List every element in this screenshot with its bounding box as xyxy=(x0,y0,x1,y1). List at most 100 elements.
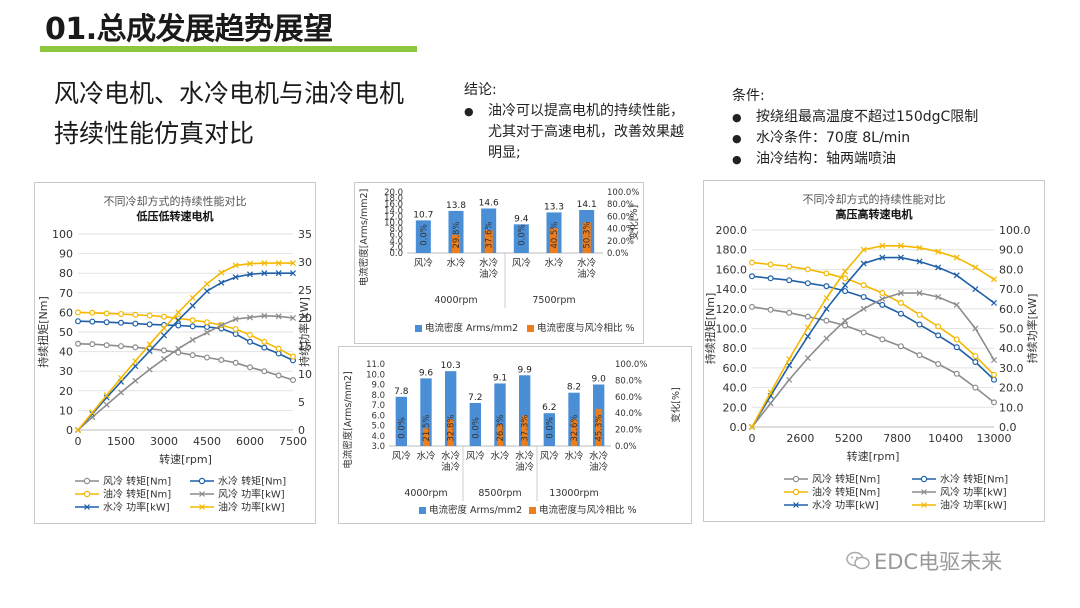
data-point xyxy=(804,324,811,331)
x-category-label: 水冷 xyxy=(577,257,597,269)
bar-value-label: 7.2 xyxy=(468,393,482,403)
x-tick-label: 10400 xyxy=(928,432,963,445)
data-point xyxy=(189,336,196,343)
bar-change-percent xyxy=(582,222,591,253)
bar-percent-label: 32.6% xyxy=(570,414,580,441)
data-point xyxy=(767,400,774,407)
y-tick-label: 90 xyxy=(59,248,73,261)
data-point xyxy=(289,270,297,277)
data-point xyxy=(132,358,139,365)
data-point xyxy=(261,270,268,277)
data-point xyxy=(804,333,811,340)
data-point xyxy=(261,344,268,351)
y2-tick-label: 30.0 xyxy=(999,362,1024,375)
series-line xyxy=(751,306,995,404)
legend-marker xyxy=(793,502,799,508)
y-tick-label: 3.0 xyxy=(371,442,385,452)
legend-label: 电流密度 Arms/mm2 xyxy=(425,322,518,334)
legend-marker xyxy=(199,504,205,510)
y2-tick-label: 0 xyxy=(298,424,305,437)
y-tick-label: 4.0 xyxy=(371,432,385,442)
y2-tick-label: 10.0 xyxy=(999,401,1024,414)
conditions-title: 条件: xyxy=(732,88,765,104)
bar-percent-label: 0.0% xyxy=(419,224,429,246)
data-point xyxy=(89,309,96,316)
y2-tick-label: 80.0% xyxy=(607,200,634,210)
y-tick-label: 0.0 xyxy=(389,249,403,259)
x-category-label: 水冷 xyxy=(490,450,510,462)
data-point xyxy=(935,248,942,255)
x-axis-label: 转速[rpm] xyxy=(159,452,212,466)
data-point xyxy=(804,280,811,287)
y-tick-label: 8.0 xyxy=(389,225,403,235)
low-speed-line-chart: 不同冷却方式的持续性能对比低压低转速电机01020304050607080901… xyxy=(36,194,312,514)
data-point xyxy=(953,336,960,343)
data-point xyxy=(916,352,923,359)
chart-title: 不同冷却方式的持续性能对比 xyxy=(104,194,247,208)
y-tick-label: 80.0 xyxy=(723,342,748,355)
data-point xyxy=(748,303,755,310)
y2-axis-label: 变化[%] xyxy=(670,387,682,422)
bar-value-label: 13.3 xyxy=(544,202,564,212)
data-point xyxy=(879,254,886,261)
data-point xyxy=(89,409,96,416)
data-point xyxy=(261,338,268,345)
bar-percent-label: 0.0% xyxy=(397,417,407,439)
y-tick-label: 70 xyxy=(59,287,73,300)
data-point xyxy=(89,341,96,348)
data-point xyxy=(132,320,139,327)
bar-value-label: 9.6 xyxy=(419,368,434,378)
conclusion-title: 结论: xyxy=(464,82,497,98)
bar-percent-label: 32.8% xyxy=(447,414,457,441)
x-category-label: 油冷 xyxy=(479,268,499,280)
y-tick-label: 11.0 xyxy=(366,360,385,370)
y2-axis-label: 变化[%] xyxy=(628,205,640,240)
series-line xyxy=(751,256,995,428)
bar-percent-label: 0.0% xyxy=(471,417,481,439)
data-point xyxy=(972,353,979,360)
y-tick-label: 0 xyxy=(66,424,73,437)
x-group-label: 7500rpm xyxy=(532,295,575,306)
data-point xyxy=(897,254,904,261)
data-point xyxy=(204,319,211,326)
title-underline xyxy=(40,46,417,52)
data-point xyxy=(175,317,182,324)
data-point xyxy=(218,279,225,286)
bar-change-percent xyxy=(595,408,602,446)
x-tick-label: 4500 xyxy=(193,435,221,448)
data-point xyxy=(74,309,81,316)
x-category-label: 风冷 xyxy=(466,450,486,462)
y-tick-label: 50 xyxy=(59,326,73,339)
legend-label: 油冷 功率[kW] xyxy=(940,499,1007,512)
chart-subtitle: 高压高转速电机 xyxy=(836,207,913,221)
data-point xyxy=(786,263,793,270)
high-speed-motor-chart-panel: 不同冷却方式的持续性能对比 高压高转速电机 0.0 20.0 40.0 60.0 80.0 1… xyxy=(703,180,1045,522)
y2-tick-label: 90.0 xyxy=(999,244,1024,257)
data-point xyxy=(218,357,225,364)
x-tick-label: 6000 xyxy=(236,435,264,448)
chart-subtitle: 低压低转速电机 xyxy=(136,209,214,223)
data-point xyxy=(786,277,793,284)
y-tick-label: 6.0 xyxy=(389,231,403,241)
data-point xyxy=(767,275,774,282)
y-tick-label: 40.0 xyxy=(723,382,748,395)
y2-tick-label: 80.0 xyxy=(999,263,1024,276)
data-point xyxy=(146,341,153,348)
x-group-label: 8500rpm xyxy=(478,488,521,499)
conditions-block: 条件: 按绕组最高温度不超过150dgC限制 水冷条件：70度 8L/min 油… xyxy=(732,86,1052,170)
data-point xyxy=(160,347,167,354)
series-line xyxy=(751,261,995,376)
data-point xyxy=(897,290,904,297)
bar-percent-label: 0.0% xyxy=(517,224,527,246)
data-point xyxy=(218,322,225,329)
data-point xyxy=(232,326,239,333)
data-point xyxy=(232,274,239,281)
data-point xyxy=(990,276,998,283)
current-density-chart-13000-panel: 3.0 4.0 5.0 6.0 7.0 8.0 9.0 10.0 11.0 0.0% 20.0% 40… xyxy=(338,346,692,524)
legend-marker xyxy=(921,489,927,495)
y2-tick-label: 35 xyxy=(298,228,312,241)
data-point xyxy=(767,261,774,268)
data-point xyxy=(246,271,254,278)
data-point xyxy=(972,264,979,271)
data-point xyxy=(860,305,867,312)
